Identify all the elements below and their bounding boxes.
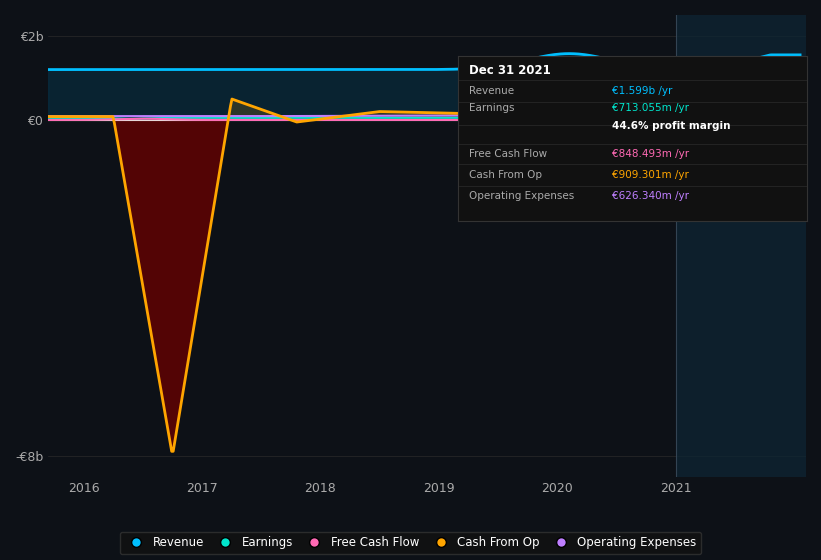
Text: €1.599b /yr: €1.599b /yr	[612, 86, 672, 96]
Text: 44.6% profit margin: 44.6% profit margin	[612, 121, 730, 131]
Bar	[676, 15, 806, 477]
Text: Dec 31 2021: Dec 31 2021	[469, 63, 550, 77]
Text: €713.055m /yr: €713.055m /yr	[612, 103, 689, 113]
Legend: Revenue, Earnings, Free Cash Flow, Cash From Op, Operating Expenses: Revenue, Earnings, Free Cash Flow, Cash …	[120, 531, 701, 554]
Text: €626.340m /yr: €626.340m /yr	[612, 191, 689, 201]
Text: Free Cash Flow: Free Cash Flow	[469, 149, 547, 159]
Text: Earnings: Earnings	[469, 103, 514, 113]
Text: Revenue: Revenue	[469, 86, 514, 96]
Text: Operating Expenses: Operating Expenses	[469, 191, 574, 201]
Text: €909.301m /yr: €909.301m /yr	[612, 170, 689, 180]
Text: Cash From Op: Cash From Op	[469, 170, 542, 180]
Text: €848.493m /yr: €848.493m /yr	[612, 149, 689, 159]
